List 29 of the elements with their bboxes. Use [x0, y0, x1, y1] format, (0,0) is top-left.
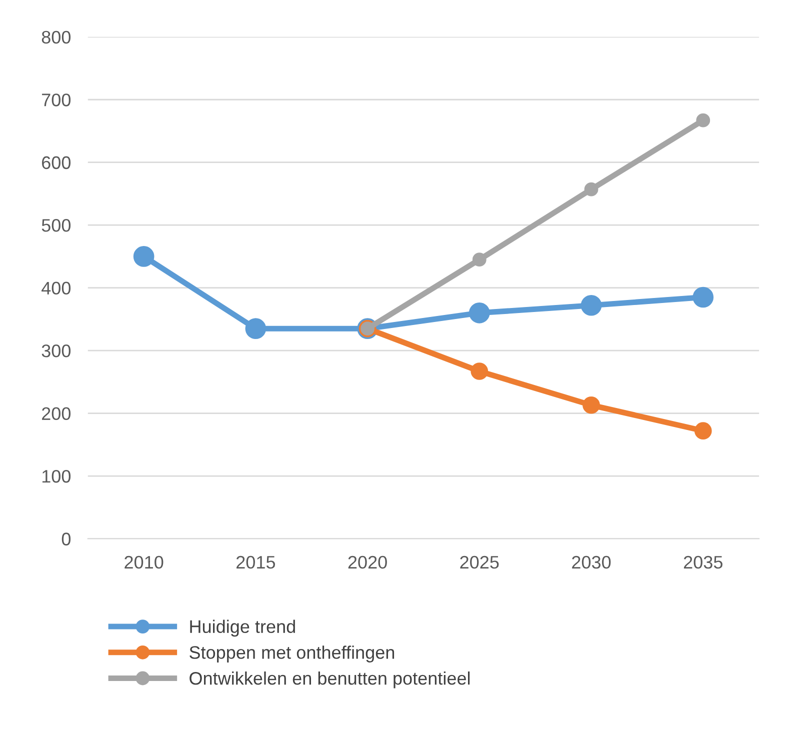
y-tick-label: 0 [62, 532, 71, 546]
point [580, 294, 602, 316]
point [584, 182, 598, 196]
x-tick-label: 2010 [124, 556, 164, 569]
legend-label: Stoppen met ontheffingen [190, 646, 394, 662]
x-tick-label: 2015 [236, 556, 276, 569]
point [245, 318, 266, 340]
y-tick-label: 300 [42, 344, 71, 358]
point [582, 396, 600, 414]
x-tick-label: 2025 [460, 556, 499, 569]
y-tick-label: 700 [42, 94, 71, 106]
y-tick-label: 600 [42, 156, 71, 170]
legend-label: Ontwikkelen en benutten potentieel [190, 671, 470, 688]
legend-label: Huidige trend [190, 620, 295, 637]
y-tick-label: 500 [42, 219, 71, 232]
y-tick-label: 400 [42, 282, 71, 295]
x-tick-label: 2020 [348, 556, 387, 569]
y-tick-label: 100 [42, 470, 71, 483]
x-tick-label: 2030 [572, 556, 611, 569]
y-tick-label: 200 [42, 407, 71, 420]
x-tick-label: 2035 [684, 556, 722, 569]
point [694, 422, 712, 440]
point [468, 302, 490, 324]
y-tick-label: 800 [42, 30, 71, 44]
point [133, 246, 154, 267]
point [470, 362, 488, 380]
point [696, 113, 710, 128]
point [692, 286, 714, 308]
point [472, 252, 486, 267]
